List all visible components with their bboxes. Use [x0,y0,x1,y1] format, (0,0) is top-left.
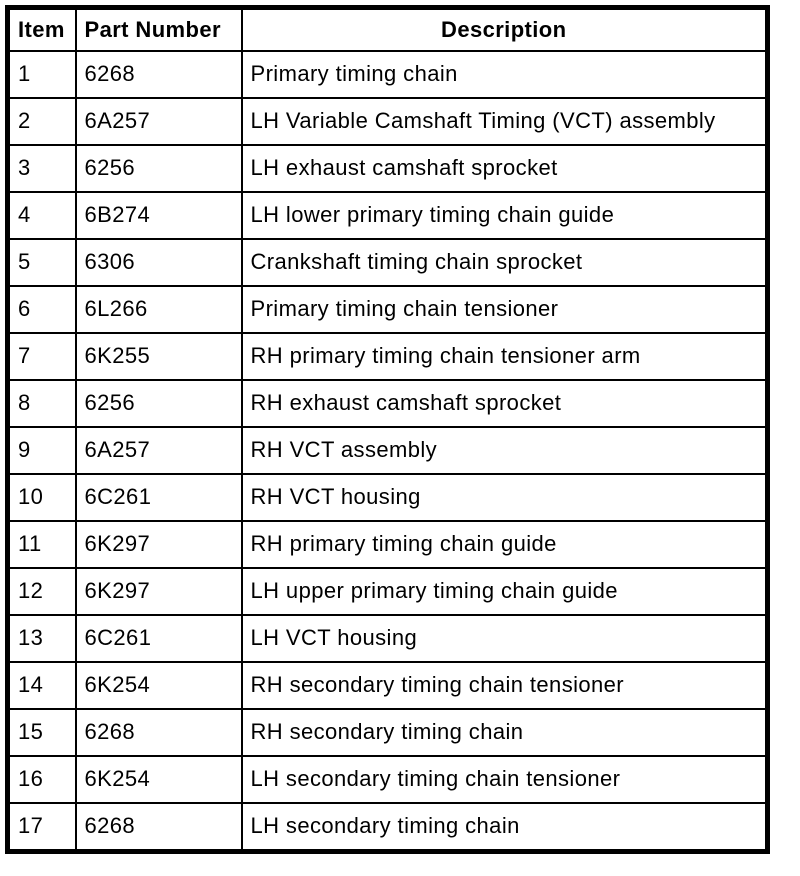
table-row: 4 6B274 LH lower primary timing chain guid… [6,191,769,240]
item-cell: 8 [6,379,77,428]
description-cell: LH exhaust camshaft sprocket [240,144,769,193]
item-cell: 5 [6,238,77,287]
description-cell: RH exhaust camshaft sprocket [240,379,769,428]
table-row: 17 6268 LH secondary timing chain [6,802,769,853]
header-row: Item Part Number Description [6,6,769,52]
part-number-cell: 6K255 [74,332,243,381]
item-cell: 17 [6,802,77,853]
item-cell: 13 [6,614,77,663]
part-number-cell: 6K297 [74,520,243,569]
item-cell: 4 [6,191,77,240]
description-cell: RH primary timing chain tensioner arm [240,332,769,381]
item-cell: 1 [6,50,77,99]
description-cell: Crankshaft timing chain sprocket [240,238,769,287]
part-number-cell: 6K254 [74,755,243,804]
part-number-cell: 6268 [74,708,243,757]
column-header-description: Description [240,6,769,52]
table-row: 2 6A257 LH Variable Camshaft Timing (VCT) … [6,97,769,146]
table-row: 11 6K297 RH primary timing chain guide [6,520,769,569]
item-cell: 7 [6,332,77,381]
table-row: 12 6K297 LH upper primary timing chain gui… [6,567,769,616]
part-number-cell: 6C261 [74,473,243,522]
item-cell: 14 [6,661,77,710]
item-cell: 12 [6,567,77,616]
description-cell: LH upper primary timing chain guide [240,567,769,616]
item-cell: 16 [6,755,77,804]
part-number-cell: 6K297 [74,567,243,616]
description-cell: LH secondary timing chain tensioner [240,755,769,804]
description-cell: Primary timing chain tensioner [240,285,769,334]
table-row: 9 6A257 RH VCT assembly [6,426,769,475]
description-cell: RH primary timing chain guide [240,520,769,569]
item-cell: 9 [6,426,77,475]
table-row: 6 6L266 Primary timing chain tensioner [6,285,769,334]
part-number-cell: 6268 [74,50,243,99]
part-number-cell: 6B274 [74,191,243,240]
item-cell: 15 [6,708,77,757]
item-cell: 3 [6,144,77,193]
table-row: 10 6C261 RH VCT housing [6,473,769,522]
table-row: 15 6268 RH secondary timing chain [6,708,769,757]
description-cell: RH VCT housing [240,473,769,522]
description-cell: Primary timing chain [240,50,769,99]
column-header-part-number: Part Number [74,6,243,52]
column-header-item: Item [6,6,77,52]
table-row: 13 6C261 LH VCT housing [6,614,769,663]
description-cell: LH Variable Camshaft Timing (VCT) assemb… [240,97,769,146]
table-row: 8 6256 RH exhaust camshaft sprocket [6,379,769,428]
table-row: 3 6256 LH exhaust camshaft sprocket [6,144,769,193]
description-cell: LH VCT housing [240,614,769,663]
item-cell: 10 [6,473,77,522]
description-cell: LH lower primary timing chain guide [240,191,769,240]
description-cell: LH secondary timing chain [240,802,769,853]
part-number-cell: 6A257 [74,97,243,146]
table-header: Item Part Number Description [6,6,769,52]
description-cell: RH VCT assembly [240,426,769,475]
part-number-cell: 6K254 [74,661,243,710]
item-cell: 6 [6,285,77,334]
part-number-cell: 6256 [74,144,243,193]
table-row: 7 6K255 RH primary timing chain tensioner … [6,332,769,381]
part-number-cell: 6A257 [74,426,243,475]
item-cell: 11 [6,520,77,569]
table-row: 14 6K254 RH secondary timing chain tension… [6,661,769,710]
description-cell: RH secondary timing chain [240,708,769,757]
item-cell: 2 [6,97,77,146]
table-body: 1 6268 Primary timing chain 2 6A257 LH Variab… [6,50,769,853]
part-number-cell: 6L266 [74,285,243,334]
table-row: 16 6K254 LH secondary timing chain tension… [6,755,769,804]
table-row: 1 6268 Primary timing chain [6,50,769,99]
table-row: 5 6306 Crankshaft timing chain sprocket [6,238,769,287]
part-number-cell: 6256 [74,379,243,428]
part-number-cell: 6306 [74,238,243,287]
part-number-cell: 6268 [74,802,243,853]
description-cell: RH secondary timing chain tensioner [240,661,769,710]
parts-table: Item Part Number Description 1 6268 Primar… [5,5,770,854]
part-number-cell: 6C261 [74,614,243,663]
